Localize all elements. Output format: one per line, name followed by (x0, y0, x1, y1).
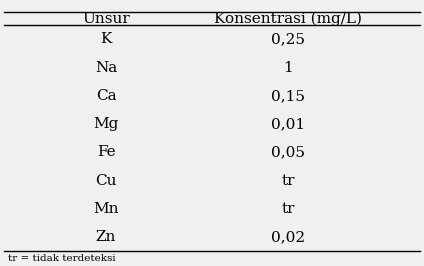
Text: 0,01: 0,01 (271, 117, 305, 131)
Text: Unsur: Unsur (82, 12, 130, 26)
Text: 0,25: 0,25 (271, 32, 305, 46)
Text: Fe: Fe (97, 146, 115, 159)
Text: Konsentrasi (mg/L): Konsentrasi (mg/L) (214, 11, 363, 26)
Text: Cu: Cu (95, 174, 117, 188)
Text: Zn: Zn (96, 230, 116, 244)
Text: 1: 1 (284, 61, 293, 75)
Text: Na: Na (95, 61, 117, 75)
Text: tr: tr (282, 174, 295, 188)
Text: 0,05: 0,05 (271, 146, 305, 159)
Text: tr = tidak terdeteksi: tr = tidak terdeteksi (8, 254, 116, 263)
Text: tr: tr (282, 202, 295, 216)
Text: Mg: Mg (93, 117, 119, 131)
Text: 0,02: 0,02 (271, 230, 305, 244)
Text: 0,15: 0,15 (271, 89, 305, 103)
Text: Ca: Ca (96, 89, 116, 103)
Text: K: K (100, 32, 112, 46)
Text: Mn: Mn (93, 202, 119, 216)
